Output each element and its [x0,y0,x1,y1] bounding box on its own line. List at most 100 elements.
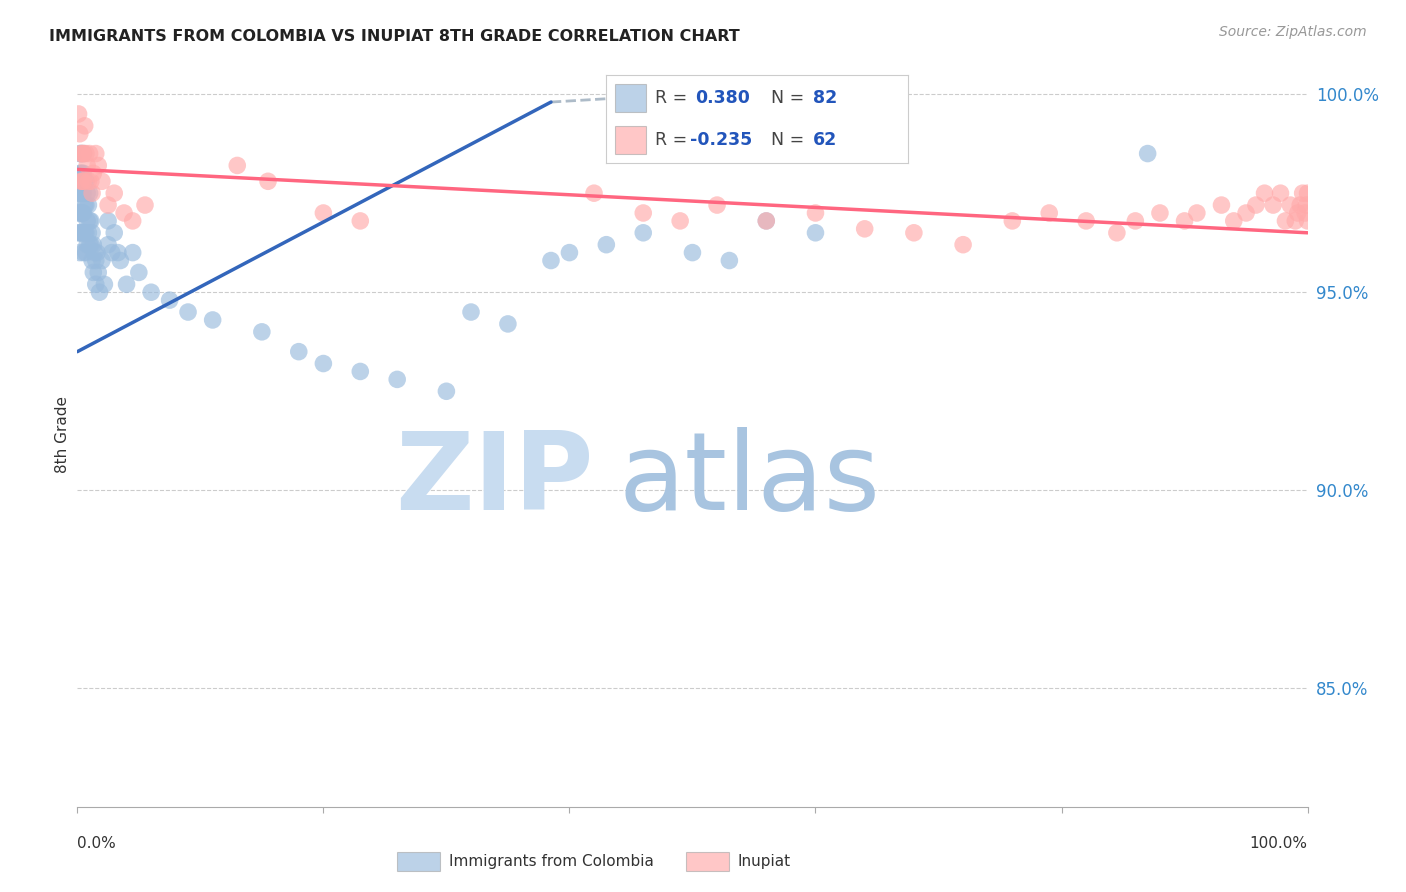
Point [110,253,132,268]
Point [97,214,120,228]
Point [1001,214,1024,228]
Point [460,305,482,319]
Point [349,214,371,228]
Point [226,158,249,172]
Point [804,226,827,240]
Point [583,186,606,201]
Text: Inupiat: Inupiat [738,855,792,869]
Point [89,285,111,300]
Point [755,214,778,228]
Text: 100.0%: 100.0% [1250,836,1308,851]
Point [1279,198,1302,212]
Point [349,364,371,378]
Point [69,127,91,141]
Point [1253,186,1275,201]
Point [87,158,110,172]
Point [903,226,925,240]
Y-axis label: 8th Grade: 8th Grade [55,396,70,474]
Point [76,214,98,228]
Point [755,214,778,228]
Point [159,293,181,307]
Point [496,317,519,331]
Point [101,245,124,260]
Text: Source: ZipAtlas.com: Source: ZipAtlas.com [1219,25,1367,39]
Point [70,206,93,220]
Point [80,237,103,252]
Point [1289,198,1312,212]
Point [70,174,93,188]
Point [1296,186,1319,201]
Point [1125,214,1147,228]
Point [67,206,90,220]
Point [77,198,100,212]
Point [1296,214,1319,228]
Point [250,325,273,339]
Point [385,372,409,386]
Point [97,198,120,212]
Point [87,265,110,279]
Point [1295,198,1317,212]
Bar [686,852,730,871]
Point [70,146,93,161]
Point [1185,206,1208,220]
Point [86,245,108,260]
Point [72,166,94,180]
Point [77,226,100,240]
Point [1270,186,1292,201]
Point [141,285,163,300]
Point [257,174,280,188]
Point [70,226,93,240]
Point [1223,214,1246,228]
Point [70,206,93,220]
Point [70,166,93,180]
Point [70,146,93,161]
Point [69,245,91,260]
Point [76,186,98,201]
Point [75,245,97,260]
Point [90,253,114,268]
Point [70,226,93,240]
Point [67,226,90,240]
Point [103,186,125,201]
Point [312,206,335,220]
Point [718,253,741,268]
Text: IMMIGRANTS FROM COLOMBIA VS INUPIAT 8TH GRADE CORRELATION CHART: IMMIGRANTS FROM COLOMBIA VS INUPIAT 8TH … [49,29,740,44]
Point [112,206,135,220]
Point [1076,214,1098,228]
Point [75,146,97,161]
Point [93,277,115,292]
Point [1284,214,1306,228]
Point [72,146,94,161]
Point [128,265,150,279]
Point [436,384,458,399]
Point [69,226,91,240]
Point [82,237,104,252]
Point [1136,146,1159,161]
Text: 0.0%: 0.0% [77,836,117,851]
Point [90,174,114,188]
Point [682,245,704,260]
Point [80,214,103,228]
Text: Immigrants from Colombia: Immigrants from Colombia [449,855,654,869]
Point [1174,214,1197,228]
Point [83,245,105,260]
Text: atlas: atlas [619,426,880,533]
Point [595,237,617,252]
Point [70,166,93,180]
Point [633,206,655,220]
Point [1263,198,1285,212]
Point [72,245,94,260]
Point [70,146,93,161]
Point [201,313,224,327]
Point [1294,206,1316,220]
Point [1038,206,1060,220]
Point [107,245,129,260]
Point [69,186,91,201]
Point [72,186,94,201]
Point [134,198,156,212]
Point [1234,206,1257,220]
Point [77,174,100,188]
Point [669,214,692,228]
Point [79,186,101,201]
Point [75,226,97,240]
